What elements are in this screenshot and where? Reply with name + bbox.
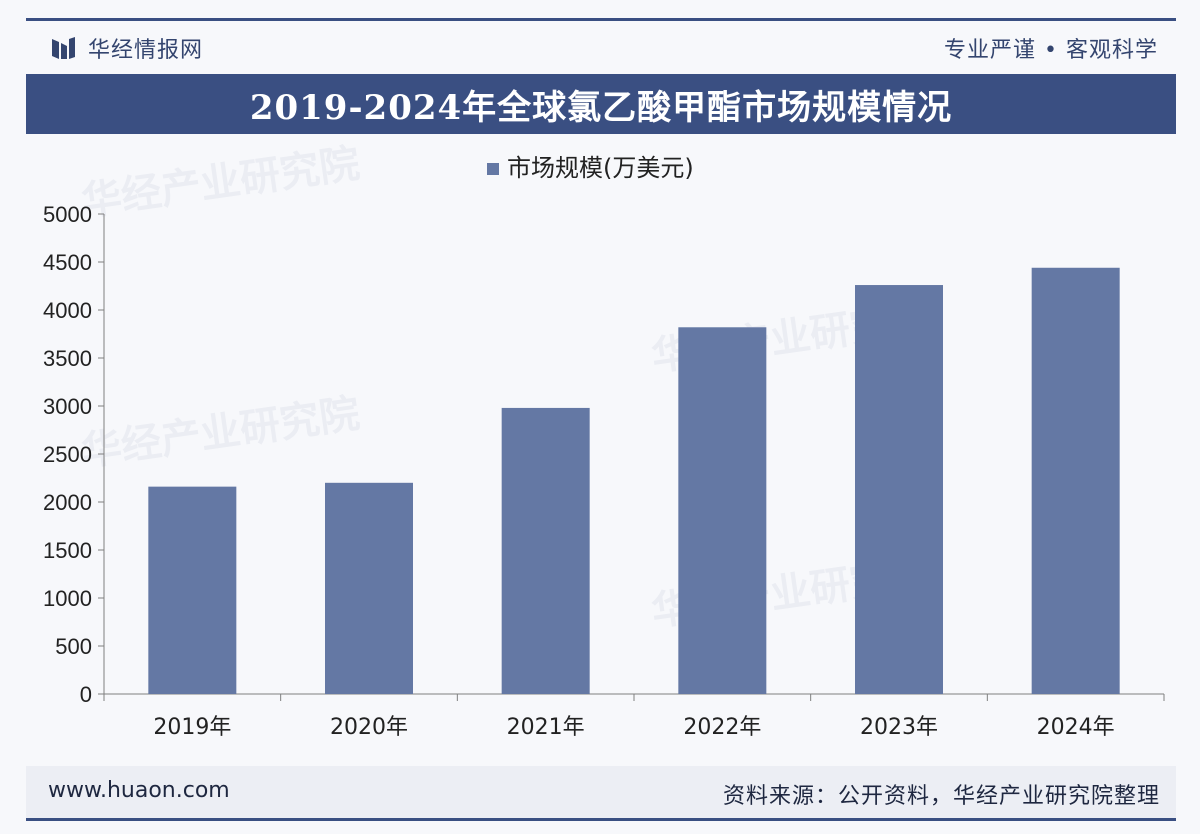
y-tick-label: 0: [80, 682, 92, 707]
bar: [1031, 267, 1120, 694]
y-tick-label: 4000: [43, 298, 92, 323]
y-tick-label: 3500: [43, 346, 92, 371]
x-tick-label: 2023年: [860, 715, 938, 740]
y-tick-label: 5000: [43, 202, 92, 227]
x-tick-label: 2024年: [1037, 715, 1115, 740]
footer-bottom-rule: [26, 818, 1176, 821]
footer-bar: [26, 766, 1176, 820]
title-bar: 2019-2024年全球氯乙酸甲酯市场规模情况: [26, 74, 1176, 134]
bar: [855, 285, 943, 694]
x-tick-label: 2022年: [683, 715, 761, 740]
y-tick-label: 1500: [43, 538, 92, 563]
slogan: 专业严谨 • 客观科学: [944, 38, 1158, 63]
y-tick-label: 2000: [43, 490, 92, 515]
x-tick-label: 2020年: [330, 715, 408, 740]
bar: [325, 482, 413, 694]
chart-area: 市场规模(万美元) 0 500 1000 1500 2000 2500 3000 3500 400…: [0, 140, 1200, 760]
chart-title: 2019-2024年全球氯乙酸甲酯市场规模情况: [249, 87, 953, 128]
legend-swatch: [487, 163, 499, 175]
brand-name: 华经情报网: [88, 38, 204, 63]
legend-label: 市场规模(万美元): [507, 154, 694, 182]
brand: 华经情报网: [50, 30, 203, 66]
y-tick-label: 2500: [43, 442, 92, 467]
y-tick-label: 4500: [43, 250, 92, 275]
y-tick-label: 3000: [43, 394, 92, 419]
bar: [148, 486, 237, 694]
bar: [678, 327, 767, 694]
footer-source: 资料来源：公开资料，华经产业研究院整理: [722, 784, 1160, 809]
y-tick-label: 1000: [43, 586, 92, 611]
x-tick-label: 2019年: [153, 715, 231, 740]
x-tick-label: 2021年: [507, 715, 585, 740]
footer-url: www.huaon.com: [48, 778, 230, 803]
bar: [501, 407, 590, 694]
bar-chart: 市场规模(万美元) 0 500 1000 1500 2000 2500 3000 3500 400…: [43, 154, 1165, 740]
brand-logo-icon: [52, 37, 75, 59]
top-rule: [26, 18, 1176, 21]
y-tick-label: 500: [55, 634, 92, 659]
